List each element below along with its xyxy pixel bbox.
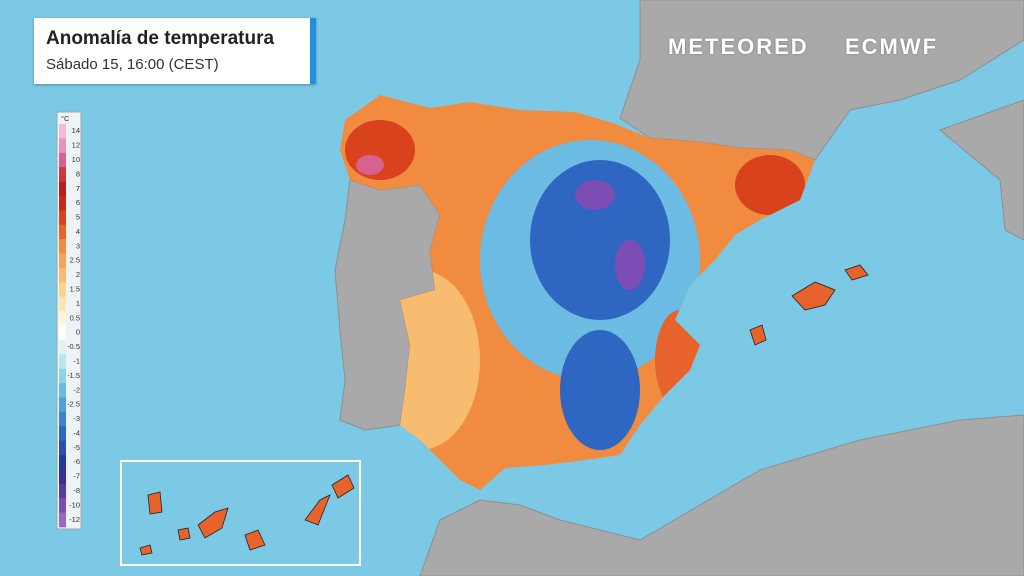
title: Anomalía de temperatura (46, 28, 275, 49)
legend-swatch (59, 152, 66, 168)
legend-label: 5 (76, 213, 80, 222)
legend-label: 10 (72, 155, 80, 164)
legend-swatch (59, 210, 66, 226)
legend-label: -4 (73, 428, 80, 437)
legend-label: 2.5 (70, 256, 80, 265)
legend-swatch (59, 195, 66, 211)
legend-swatch (59, 455, 66, 470)
legend-swatch (59, 181, 66, 197)
legend-swatch (59, 368, 66, 384)
legend-swatch (59, 483, 66, 499)
legend-label: -12 (69, 515, 80, 524)
legend-swatch (59, 354, 66, 369)
legend-label: 1.5 (70, 285, 80, 294)
legend-label: 2 (76, 270, 80, 279)
hot-area (735, 155, 805, 215)
legend-swatch (59, 167, 66, 182)
legend-label: -3 (73, 414, 80, 423)
legend-swatch (59, 224, 66, 240)
legend: °C14 12 10 8 7 6 5 4 3 2.5 2 1.5 1 0.5 0 -0.5 -1 -1.5 -2 -2… (56, 111, 82, 530)
brand-logo: ECMWF (845, 34, 939, 59)
legend-swatch (59, 383, 66, 398)
legend-label: 14 (72, 126, 80, 135)
cold-area (560, 330, 640, 450)
legend-label: -8 (73, 486, 80, 495)
subtitle: Sábado 15, 16:00 (CEST) (46, 56, 219, 73)
legend-label: 8 (76, 169, 80, 178)
legend-swatch (59, 325, 66, 341)
legend-label: 0 (76, 328, 80, 337)
legend-swatch (59, 239, 66, 254)
legend-label: 4 (76, 227, 80, 236)
legend-swatch (59, 124, 66, 139)
legend-label: -10 (69, 500, 80, 509)
legend-swatch (59, 296, 66, 312)
legend-label: -1.5 (67, 371, 80, 380)
canary-inset (120, 460, 361, 566)
cold-core (575, 180, 615, 210)
legend-swatch (59, 426, 66, 441)
legend-swatch (59, 469, 66, 485)
cold-core (615, 240, 645, 290)
legend-label: 6 (76, 198, 80, 207)
legend-swatch (59, 282, 66, 298)
legend-swatch (59, 253, 66, 269)
canary-islands (139, 474, 355, 556)
legend-swatch (59, 397, 66, 413)
legend-label: -1 (73, 356, 80, 365)
legend-swatch (59, 498, 66, 513)
legend-swatch (59, 339, 66, 355)
hot-area (655, 310, 705, 410)
legend-label: 7 (76, 184, 80, 193)
hot-core (356, 155, 384, 175)
legend-swatch (59, 311, 66, 326)
islands (749, 264, 869, 346)
legend-label: 1 (76, 299, 80, 308)
legend-label: -5 (73, 443, 80, 452)
legend-label: -2.5 (67, 400, 80, 409)
legend-swatch (59, 267, 66, 283)
legend-swatch (59, 411, 66, 427)
legend-swatch (59, 512, 66, 528)
legend-label: -0.5 (67, 342, 80, 351)
land (334, 0, 1024, 576)
title-box: Anomalía de temperatura Sábado 15, 16:00… (34, 18, 316, 84)
legend-swatch (59, 138, 66, 154)
legend-label: -7 (73, 472, 80, 481)
legend-unit: °C (61, 114, 70, 123)
brand-logo: METEORED (668, 34, 809, 59)
legend-label: 12 (72, 141, 80, 150)
legend-label: 0.5 (70, 313, 80, 322)
legend-label: 3 (76, 241, 80, 250)
legend-label: -2 (73, 385, 80, 394)
legend-label: -6 (73, 457, 80, 466)
legend-swatch (59, 440, 66, 456)
